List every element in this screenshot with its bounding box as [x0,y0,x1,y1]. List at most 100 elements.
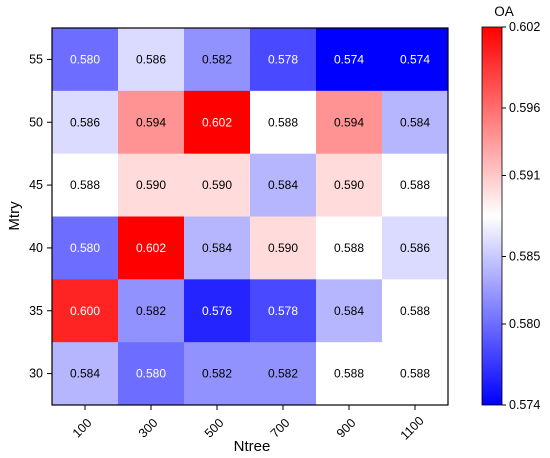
colorbar-tick-label: 0.596 [509,101,540,115]
cell-value-label: 0.580 [70,241,100,255]
heatmap-cell-labels: 0.580 0.586 0.582 0.578 0.574 0.574 0.586 0.594… [70,52,430,380]
x-axis-ticks: 100 300 500 700 900 1100 [70,405,427,443]
cell-value-label: 0.582 [268,367,298,381]
cell-value-label: 0.586 [136,52,166,66]
cell-value-label: 0.586 [400,241,430,255]
y-tick-label: 35 [29,304,43,318]
colorbar-tick-label: 0.591 [509,169,540,183]
y-tick-label: 50 [29,115,43,129]
heatmap-cell [52,279,119,343]
heatmap-cell [250,216,317,280]
heatmap-cell [250,279,317,343]
cell-value-label: 0.574 [400,52,430,66]
cell-value-label: 0.582 [202,367,232,381]
x-tick-label: 100 [70,416,95,441]
cell-value-label: 0.590 [136,178,166,192]
heatmap-cell [184,342,251,406]
cell-value-label: 0.594 [334,115,364,129]
y-tick-label: 55 [29,52,43,66]
cell-value-label: 0.576 [202,304,232,318]
heatmap-cell [118,342,185,406]
heatmap-cell [184,153,251,217]
heatmap-cell [184,28,251,92]
cell-value-label: 0.588 [334,367,364,381]
heatmap-cell [382,279,449,343]
x-tick-label: 900 [334,416,359,441]
heatmap-cell [250,90,317,155]
heatmap-cell [382,90,449,155]
heatmap-cell [52,90,119,155]
cell-value-label: 0.590 [334,178,364,192]
x-tick-label: 500 [202,416,227,441]
heatmap-cell [250,28,317,92]
heatmap-cells [52,28,449,406]
cell-value-label: 0.588 [400,304,430,318]
x-tick-label: 700 [268,416,293,441]
x-tick-label: 300 [136,416,161,441]
heatmap-cell [118,28,185,92]
heatmap-cell [316,342,383,406]
heatmap-cell [250,153,317,217]
heatmap-cell [382,216,449,280]
cell-value-label: 0.582 [202,52,232,66]
heatmap-cell [184,216,251,280]
cell-value-label: 0.588 [268,115,298,129]
y-tick-label: 30 [29,367,43,381]
colorbar-ticks: 0.602 0.596 0.591 0.585 0.580 0.574 [502,20,540,412]
cell-value-label: 0.578 [268,52,298,66]
cell-value-label: 0.580 [136,367,166,381]
heatmap-cell [118,216,185,280]
cell-value-label: 0.588 [400,178,430,192]
plot-frame [51,27,449,406]
x-tick-label: 1100 [398,414,427,443]
y-axis-ticks: 55 50 45 40 35 30 [29,52,52,381]
colorbar-tick-label: 0.574 [509,398,540,412]
cell-value-label: 0.602 [136,241,166,255]
cell-value-label: 0.582 [136,304,166,318]
cell-value-label: 0.584 [400,115,430,129]
colorbar-tick-label: 0.602 [509,20,540,34]
cell-value-label: 0.600 [70,304,100,318]
cell-value-label: 0.574 [334,52,364,66]
cell-value-label: 0.588 [334,241,364,255]
cell-value-label: 0.586 [70,115,100,129]
heatmap-cell [118,90,185,155]
x-axis-title: Ntree [234,438,271,455]
colorbar: OA [481,4,514,406]
colorbar-title: OA [494,4,514,19]
cell-value-label: 0.580 [70,52,100,66]
heatmap-cell [382,342,449,406]
heatmap-cell [382,28,449,92]
heatmap-cell [118,153,185,217]
cell-value-label: 0.588 [70,178,100,192]
cell-value-label: 0.590 [202,178,232,192]
colorbar-tick-label: 0.585 [509,250,540,264]
heatmap-cell [52,28,119,92]
heatmap-cell [184,90,251,155]
heatmap-cell [52,153,119,217]
cell-value-label: 0.590 [268,241,298,255]
cell-value-label: 0.602 [202,115,232,129]
cell-value-label: 0.584 [70,367,100,381]
heatmap-cell [184,279,251,343]
heatmap-cell [52,342,119,406]
cell-value-label: 0.594 [136,115,166,129]
cell-value-label: 0.584 [268,178,298,192]
heatmap-cell [316,90,383,155]
cell-value-label: 0.588 [400,367,430,381]
heatmap-cell [118,279,185,343]
y-tick-label: 45 [29,178,43,192]
heatmap-cell [316,28,383,92]
y-axis-title: Mtry [6,201,23,231]
cell-value-label: 0.584 [202,241,232,255]
heatmap-cell [382,153,449,217]
heatmap-cell [316,279,383,343]
heatmap-cell [316,216,383,280]
colorbar-gradient [481,26,503,406]
cell-value-label: 0.584 [334,304,364,318]
heatmap-cell [250,342,317,406]
heatmap-cell [316,153,383,217]
cell-value-label: 0.578 [268,304,298,318]
colorbar-tick-label: 0.580 [509,317,540,331]
